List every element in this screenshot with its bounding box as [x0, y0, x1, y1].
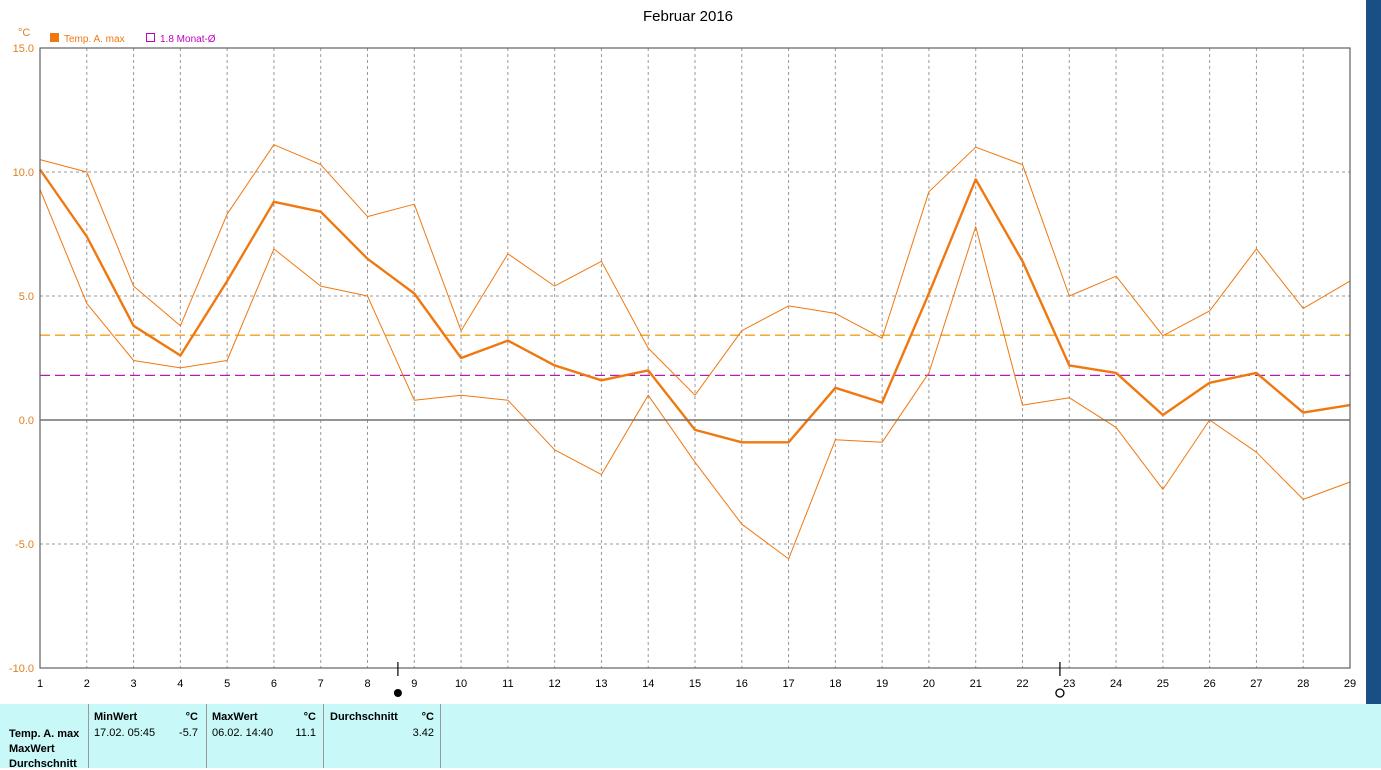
avg-header: Durchschnitt — [330, 711, 398, 723]
x-tick-label: 25 — [1157, 678, 1169, 690]
max-unit: °C — [303, 711, 316, 723]
x-tick-label: 8 — [364, 678, 370, 690]
avg-unit: °C — [421, 711, 434, 723]
window-edge-bar — [1366, 0, 1381, 704]
row-label-max: MaxWert — [9, 743, 55, 755]
x-tick-label: 13 — [595, 678, 607, 690]
x-tick-label: 6 — [271, 678, 277, 690]
x-tick-label: 22 — [1016, 678, 1028, 690]
legend: Temp. A. max 1.8 Monat-Ø — [50, 33, 216, 45]
max-header: MaxWert — [212, 711, 258, 723]
axes — [39, 47, 1351, 669]
legend-label: Temp. A. max — [64, 34, 125, 45]
stats-divider — [206, 704, 207, 768]
x-tick-label: 10 — [455, 678, 467, 690]
stats-panel: Temp. A. max MaxWert Durchschnitt MinWer… — [0, 704, 1381, 770]
min-unit: °C — [185, 711, 198, 723]
x-tick-label: 5 — [224, 678, 230, 690]
y-tick-label: -5.0 — [15, 539, 34, 551]
x-tick-label: 15 — [689, 678, 701, 690]
x-tick-label: 28 — [1297, 678, 1309, 690]
new-moon-icon — [393, 689, 402, 697]
min-date: 17.02. 05:45 — [94, 727, 156, 739]
full-moon-icon — [1055, 688, 1065, 698]
series-line — [39, 189, 1351, 560]
plot-frame — [39, 47, 1351, 669]
x-tick-label: 16 — [736, 678, 748, 690]
x-tick-label: 19 — [876, 678, 888, 690]
x-tick-label: 11 — [502, 678, 513, 690]
y-axis-unit: °C — [18, 27, 30, 39]
x-tick-label: 1 — [37, 678, 43, 690]
y-tick-label: 0.0 — [19, 415, 34, 427]
y-tick-labels: 15.0 10.0 5.0 0.0 -5.0 -10.0 — [9, 43, 34, 675]
x-tick-label: 27 — [1250, 678, 1262, 690]
min-header: MinWert — [94, 711, 138, 723]
min-value: -5.7 — [179, 727, 198, 739]
temperature-chart: Februar 2016 °C Temp. A. max 1.8 Monat-Ø … — [9, 8, 1356, 698]
reference-lines — [40, 334, 1350, 377]
x-tick-label: 2 — [84, 678, 90, 690]
row-label-avg: Durchschnitt — [9, 758, 77, 770]
x-tick-label: 17 — [782, 678, 794, 690]
legend-label: 1.8 Monat-Ø — [160, 34, 216, 45]
x-tick-label: 24 — [1110, 678, 1122, 690]
x-tick-label: 18 — [829, 678, 841, 690]
moon-phase-markers — [393, 662, 1065, 698]
x-tick-label: 3 — [131, 678, 137, 690]
legend-swatch — [50, 33, 59, 42]
max-date: 06.02. 14:40 — [212, 727, 274, 739]
y-tick-label: 5.0 — [19, 291, 34, 303]
row-label-temp: Temp. A. max — [9, 728, 80, 740]
x-tick-label: 26 — [1204, 678, 1216, 690]
y-tick-label: -10.0 — [9, 663, 34, 675]
legend-swatch — [146, 33, 155, 42]
x-tick-label: 21 — [970, 678, 982, 690]
y-tick-label: 10.0 — [13, 167, 34, 179]
x-tick-label: 12 — [549, 678, 561, 690]
stats-divider — [88, 704, 89, 768]
x-tick-label: 9 — [411, 678, 417, 690]
x-tick-label: 14 — [642, 678, 654, 690]
x-tick-label: 23 — [1063, 678, 1075, 690]
grid — [40, 48, 1350, 668]
x-tick-label: 20 — [923, 678, 935, 690]
max-value: 11.1 — [295, 727, 316, 739]
x-tick-label: 4 — [177, 678, 183, 690]
series-lines — [39, 144, 1351, 560]
x-tick-label: 29 — [1344, 678, 1356, 690]
chart-title: Februar 2016 — [643, 8, 733, 25]
x-tick-label: 7 — [318, 678, 324, 690]
series-line — [39, 168, 1351, 444]
stats-divider — [323, 704, 324, 768]
y-tick-label: 15.0 — [13, 43, 34, 55]
avg-value: 3.42 — [412, 727, 434, 739]
stats-divider — [440, 704, 441, 768]
x-tick-labels: 1 2 3 4 5 6 7 8 9 10 11 12 13 14 15 16 17 18 19 20 21 22 23 24 2… — [37, 678, 1356, 690]
series-line — [39, 144, 1351, 396]
